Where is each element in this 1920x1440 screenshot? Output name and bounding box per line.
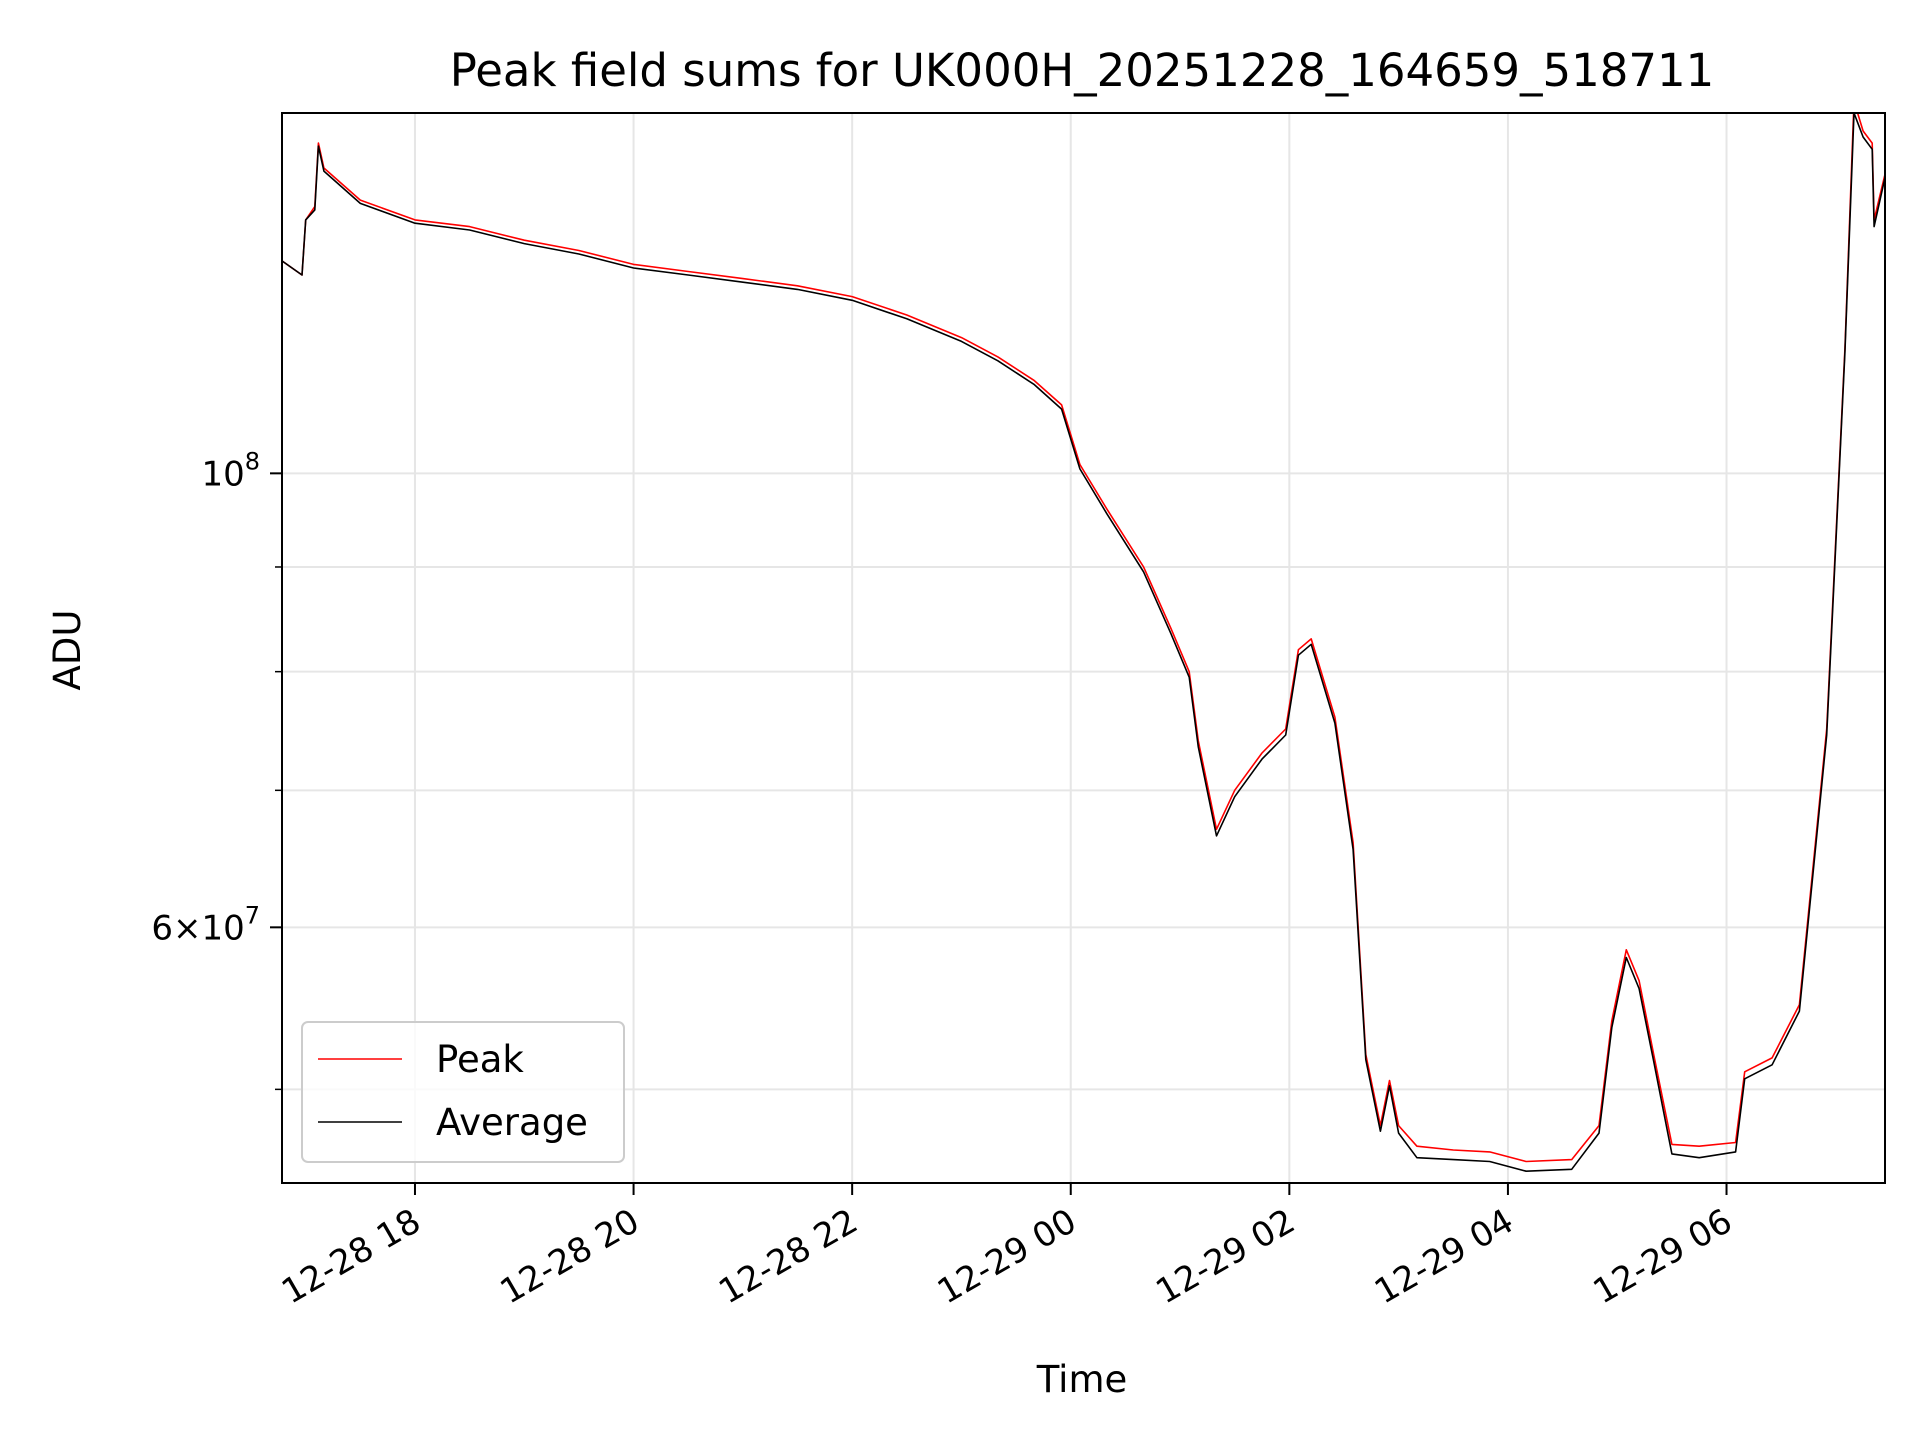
chart-title: Peak field sums for UK000H_20251228_1646… <box>450 44 1715 97</box>
plot-frame <box>281 112 1886 1184</box>
series-layer <box>282 113 1885 1172</box>
y-tick-label: 108 <box>201 447 260 494</box>
grid-layer <box>282 113 1885 1183</box>
series-line-average <box>282 113 1885 1172</box>
y-axis-label: ADU <box>46 610 89 691</box>
legend: Peak Average <box>301 1021 625 1163</box>
legend-label-average: Average <box>436 1101 588 1144</box>
legend-label-peak: Peak <box>436 1038 524 1081</box>
y-axis: 108 6×107 <box>151 447 282 1091</box>
legend-box <box>301 1021 625 1163</box>
x-axis-label: Time <box>1036 1358 1128 1401</box>
series-line-peak <box>282 113 1885 1163</box>
y-tick-label: 6×107 <box>151 901 260 948</box>
